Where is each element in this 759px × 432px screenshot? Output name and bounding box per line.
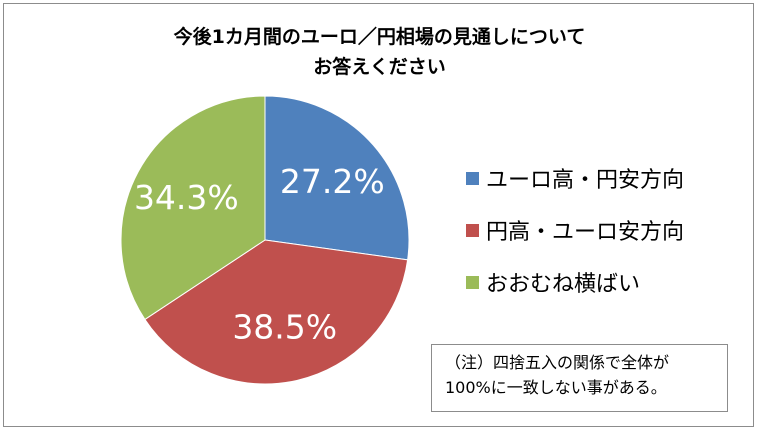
pie-label-yen-strong: 38.5%	[232, 308, 337, 347]
pie-label-euro-strong: 27.2%	[280, 162, 385, 201]
legend-label: おおむね横ばい	[486, 272, 641, 297]
pie-slice-euro-strong	[264, 95, 410, 261]
legend: ユーロ高・円安方向 円高・ユーロ安方向 おおむね横ばい	[466, 164, 684, 320]
legend-item-euro-strong: ユーロ高・円安方向	[466, 164, 685, 193]
pie-slice-yen-strong	[144, 239, 409, 385]
legend-item-yen-strong: 円高・ユーロ安方向	[466, 216, 685, 245]
legend-label: ユーロ高・円安方向	[486, 168, 685, 193]
legend-label: 円高・ユーロ安方向	[486, 220, 685, 245]
footnote-line2: 100%に一致しない事がある。	[445, 378, 667, 397]
pie-label-flat: 34.3%	[134, 178, 239, 217]
legend-swatch	[466, 171, 479, 185]
footnote-box: （注）四捨五入の関係で全体が 100%に一致しない事がある。	[431, 344, 728, 412]
legend-item-flat: おおむね横ばい	[466, 268, 684, 297]
legend-swatch	[466, 275, 479, 289]
chart-title-line1: 今後1カ月間のユーロ／円相場の見通しについて	[173, 26, 586, 48]
legend-swatch	[466, 223, 479, 237]
footnote-line1: （注）四捨五入の関係で全体が	[445, 353, 670, 372]
pie-slice-flat	[120, 95, 266, 321]
chart-title-line2: お答えください	[313, 56, 446, 78]
